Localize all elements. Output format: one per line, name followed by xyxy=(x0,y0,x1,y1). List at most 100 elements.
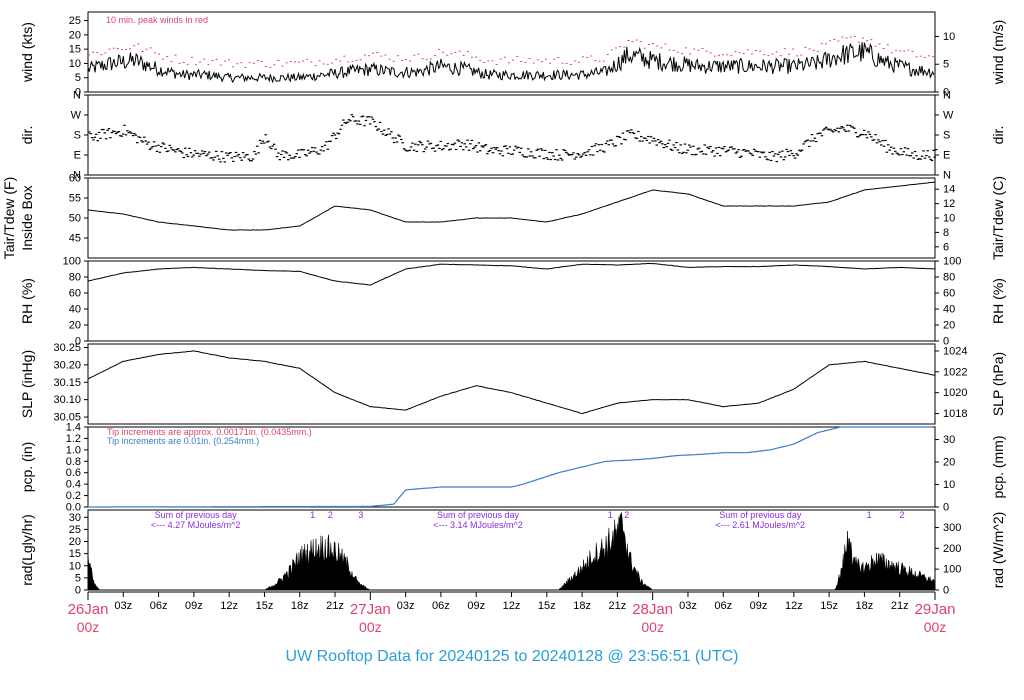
radiation-marker: 1 xyxy=(310,510,315,520)
wind-annotation: 10 min. peak winds in red xyxy=(106,15,208,25)
rad-right-tick-label: 100 xyxy=(943,564,961,576)
dir-panel-frame xyxy=(87,94,936,176)
rh-right-tick-label: 20 xyxy=(943,320,955,332)
x-axis-day-label: 26Jan xyxy=(68,601,109,618)
pcp-right-tick-label: 10 xyxy=(943,479,955,491)
slp-right-tick-label: 1024 xyxy=(943,345,967,357)
rad-left-tick-label: 30 xyxy=(69,512,81,524)
x-axis-tick-label: 03z xyxy=(679,600,697,612)
x-axis-tick-label: 15z xyxy=(256,600,274,612)
x-axis-tick-label: 21z xyxy=(326,600,344,612)
wind-left-tick-label: 10 xyxy=(69,58,81,70)
temp-right-tick-label: 8 xyxy=(943,227,949,239)
rh-series-line xyxy=(87,262,935,286)
precip-annotation-blue: Tip increments are 0.01in. (0.254mm.) xyxy=(107,436,259,446)
pcp-left-tick-label: 0.4 xyxy=(66,479,81,491)
wind-right-tick-label: 5 xyxy=(943,59,949,71)
dir-right-tick-label: W xyxy=(943,110,954,122)
pcp-right-tick-label: 20 xyxy=(943,457,955,469)
radiation-marker: 3 xyxy=(358,510,363,520)
rh-panel-frame xyxy=(87,260,936,342)
x-axis-tick-label: 03z xyxy=(397,600,415,612)
x-axis-tick-label: 12z xyxy=(220,600,238,612)
pcp-right-axis-label: pcp. (mm) xyxy=(990,436,1006,499)
wind-panel-frame xyxy=(87,11,936,93)
pcp-left-tick-label: 0.2 xyxy=(66,490,81,502)
x-axis-tick-label: 18z xyxy=(291,600,309,612)
temp-right-tick-label: 6 xyxy=(943,241,949,253)
wind-left-tick-label: 5 xyxy=(75,72,81,84)
dir-right-tick-label: N xyxy=(943,90,951,102)
chart-footer-title: UW Rooftop Data for 20240125 to 20240128… xyxy=(285,648,739,665)
wind-speed-line xyxy=(87,42,935,84)
dir-left-tick-label: W xyxy=(71,110,82,122)
temp-series-line xyxy=(87,181,936,231)
precip-annotation-red: Tip increments are approx. 0.00171in. (0… xyxy=(107,427,312,437)
slp-series-line xyxy=(87,350,936,415)
x-axis-day-label: 28Jan xyxy=(632,601,673,618)
temp-left-tick-label: 50 xyxy=(69,213,81,225)
rad-left-tick-label: 15 xyxy=(69,548,81,560)
radiation-area xyxy=(87,512,936,591)
day-sum-value: <--- 2.61 MJoules/m^2 xyxy=(716,520,806,530)
pcp-left-axis-label: pcp. (in) xyxy=(19,442,35,493)
pcp-panel-frame xyxy=(87,426,936,508)
dir-left-tick-label: E xyxy=(74,150,81,162)
rad-left-tick-label: 0 xyxy=(75,585,81,597)
rad-left-tick-label: 10 xyxy=(69,560,81,572)
x-axis-tick-label: 21z xyxy=(891,600,909,612)
dir-right-tick-label: S xyxy=(943,130,950,142)
slp-left-tick-label: 30.20 xyxy=(53,359,81,371)
pcp-left-tick-label: 1.4 xyxy=(66,422,81,434)
x-axis-tick-label: 21z xyxy=(609,600,627,612)
day-sum-value: <--- 4.27 MJoules/m^2 xyxy=(151,520,241,530)
x-axis-tick-label: 12z xyxy=(785,600,803,612)
temp-left-tick-label: 55 xyxy=(69,193,81,205)
rad-left-axis-label: rad(Lgly/hr) xyxy=(19,514,35,586)
rh-right-axis-label: RH (%) xyxy=(990,278,1006,324)
rad-right-tick-label: 0 xyxy=(943,585,949,597)
temp-right-tick-label: 12 xyxy=(943,198,955,210)
rh-left-tick-label: 40 xyxy=(69,304,81,316)
rad-left-tick-label: 25 xyxy=(69,524,81,536)
day-sum-value: <--- 3.14 MJoules/m^2 xyxy=(433,520,523,530)
rh-left-tick-label: 80 xyxy=(69,272,81,284)
rh-left-axis-label: RH (%) xyxy=(19,278,35,324)
rad-right-tick-label: 200 xyxy=(943,543,961,555)
rad-left-tick-label: 20 xyxy=(69,536,81,548)
temp-left-axis-label: Tair/Tdew (F) xyxy=(1,177,17,259)
rad-left-tick-label: 5 xyxy=(75,572,81,584)
x-axis-day-time: 00z xyxy=(924,619,947,635)
wind-left-tick-label: 20 xyxy=(69,29,81,41)
rh-right-tick-label: 0 xyxy=(943,336,949,348)
slp-right-axis-label: SLP (hPa) xyxy=(990,352,1006,416)
dir-left-axis-label: dir. xyxy=(19,126,35,145)
pcp-left-tick-label: 1.0 xyxy=(66,444,81,456)
rh-left-tick-label: 100 xyxy=(63,256,81,268)
wind-left-axis-label: wind (kts) xyxy=(19,22,35,83)
slp-left-tick-label: 30.25 xyxy=(53,342,81,354)
rh-left-tick-label: 20 xyxy=(69,320,81,332)
slp-panel-frame xyxy=(87,343,936,425)
x-axis-tick-label: 12z xyxy=(503,600,521,612)
radiation-marker: 1 xyxy=(867,510,872,520)
pcp-right-tick-label: 30 xyxy=(943,434,955,446)
x-axis-tick-label: 09z xyxy=(185,600,203,612)
radiation-marker: 2 xyxy=(900,510,905,520)
rh-left-tick-label: 0 xyxy=(75,336,81,348)
rh-right-tick-label: 100 xyxy=(943,256,961,268)
x-axis-tick-label: 15z xyxy=(538,600,556,612)
slp-left-tick-label: 30.10 xyxy=(53,394,81,406)
slp-left-tick-label: 30.15 xyxy=(53,377,81,389)
temp-left-axis-label-2: Inside Box xyxy=(19,185,35,250)
wind-left-tick-label: 0 xyxy=(75,87,81,99)
radiation-marker: 2 xyxy=(624,510,629,520)
wind-right-tick-label: 0 xyxy=(943,87,949,99)
x-axis-tick-label: 06z xyxy=(432,600,450,612)
radiation-marker: 2 xyxy=(328,510,333,520)
temp-left-tick-label: 60 xyxy=(69,173,81,185)
wind-right-tick-label: 10 xyxy=(943,31,955,43)
slp-left-axis-label: SLP (inHg) xyxy=(19,350,35,418)
x-axis-tick-label: 18z xyxy=(573,600,591,612)
dir-right-axis-label: dir. xyxy=(990,126,1006,145)
